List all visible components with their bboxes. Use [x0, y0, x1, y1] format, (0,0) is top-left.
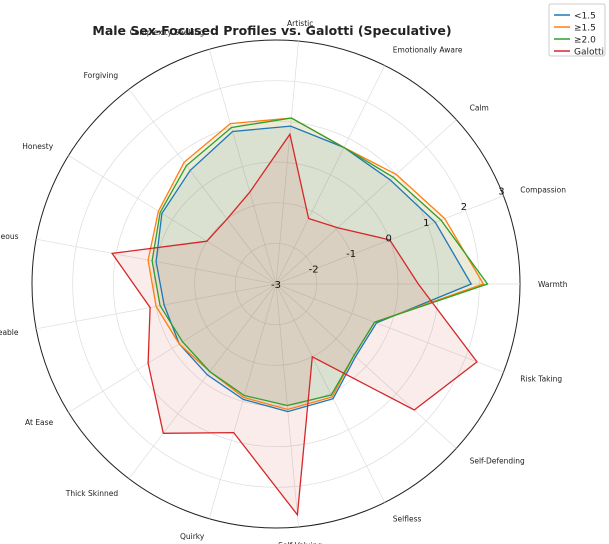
radar-spoke: [275, 283, 457, 449]
series-line: [151, 117, 489, 407]
radar-spoke: [275, 41, 299, 285]
legend: <1.5 ≥1.5 ≥2.0 Galotti: [548, 3, 606, 58]
axis-label: Honesty: [22, 142, 53, 151]
radar-series: [110, 117, 489, 517]
axis-label: Quirky: [180, 532, 205, 541]
radar-spoke: [128, 89, 277, 285]
axis-label: Risk Taking: [520, 375, 562, 384]
radial-tick-labels: -3 -2 -1 0 1 2 3: [271, 187, 505, 291]
axis-label: Selfless: [393, 515, 422, 524]
series-line: [110, 132, 478, 517]
radar-spoke: [275, 119, 457, 285]
series-fill: [156, 126, 472, 412]
axis-label: Artistic: [287, 19, 313, 28]
axis-label: Self Valuing: [278, 541, 322, 544]
axis-labels: Warmth Compassion Calm Emotionally Aware Art…: [0, 19, 568, 544]
radar-spoke: [208, 283, 277, 519]
radial-tick-label: -3: [271, 280, 281, 291]
series-fill: [148, 118, 484, 410]
axis-label: Complexity Seeking: [130, 28, 205, 37]
radial-tick-label: 0: [386, 233, 392, 244]
radar-spoke: [275, 65, 386, 285]
series-fill: [152, 118, 488, 406]
legend-label: ≥2.0: [574, 36, 596, 46]
radar-spoke: [275, 283, 386, 503]
axis-label: At Ease: [25, 418, 54, 427]
axis-label: Calm: [470, 104, 489, 113]
radar-spoke: [128, 283, 277, 479]
radial-tick-label: 2: [461, 202, 467, 213]
axis-label: Compassion: [520, 185, 566, 194]
radial-tick-label: -1: [346, 249, 356, 260]
legend-label: ≥1.5: [574, 24, 596, 34]
radar-spoke: [68, 155, 277, 285]
axis-label: Agreeable: [0, 328, 19, 337]
legend-frame: [548, 3, 606, 57]
radar-spoke: [208, 49, 277, 285]
axis-label: Warmth: [538, 280, 568, 289]
radial-tick-label: 3: [498, 187, 504, 198]
axis-label: Thick Skinned: [65, 489, 119, 498]
radar-spoke: [68, 283, 277, 413]
radial-tick-label: 1: [423, 218, 429, 229]
radar-spoke: [275, 283, 504, 373]
legend-label: <1.5: [574, 12, 596, 22]
radial-tick-label: -2: [309, 264, 319, 275]
legend-label: Galotti: [574, 48, 604, 58]
axis-label: Self-Defending: [470, 457, 525, 466]
chart-title: Male Sex-Focused Profiles vs. Galotti (S…: [92, 23, 451, 38]
series-line: [147, 117, 485, 411]
axis-label: Emotionally Aware: [393, 46, 463, 55]
axis-label: Spontaneous: [0, 232, 19, 241]
axis-label: Forgiving: [84, 71, 119, 80]
series-fill: [112, 134, 477, 515]
